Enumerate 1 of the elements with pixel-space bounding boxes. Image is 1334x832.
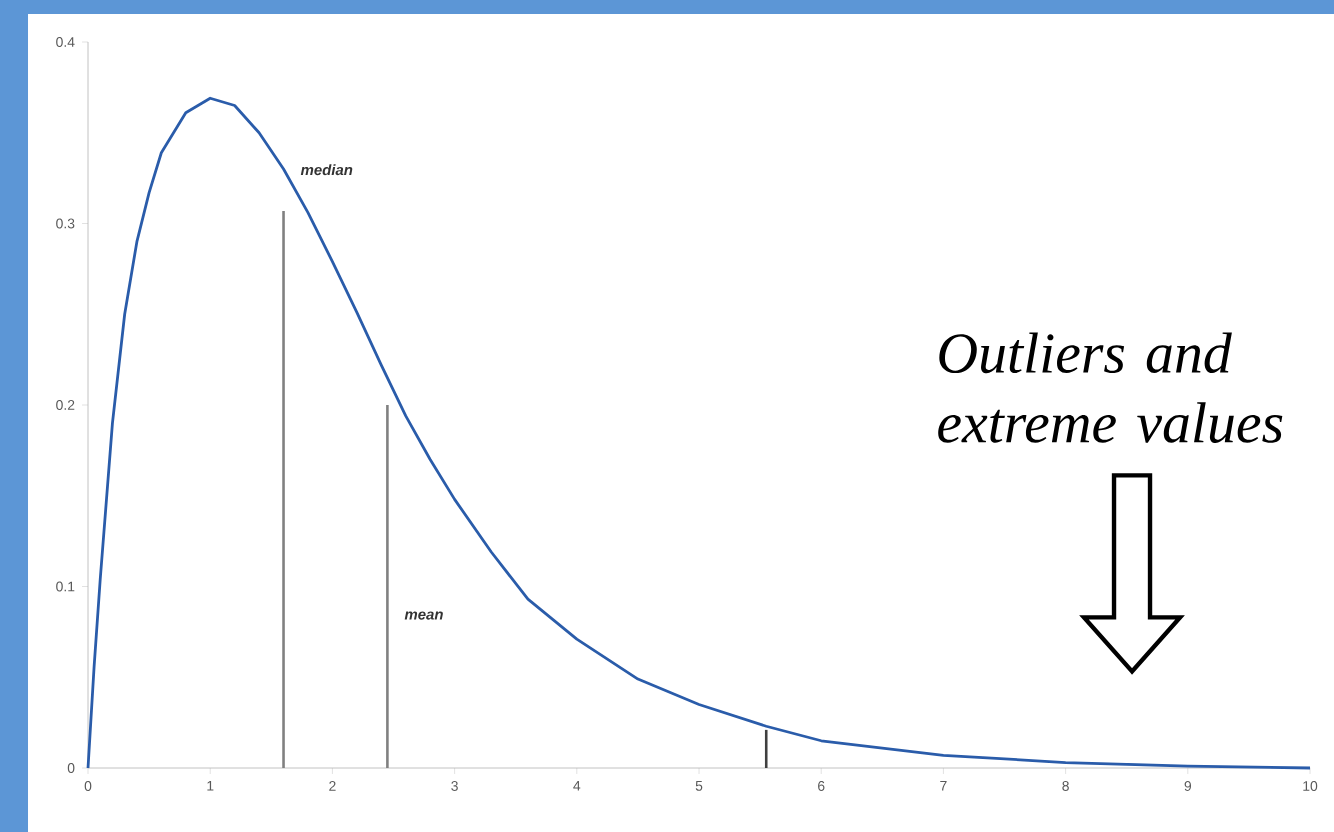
annotation: Outliers and extreme values bbox=[938, 332, 1283, 443]
